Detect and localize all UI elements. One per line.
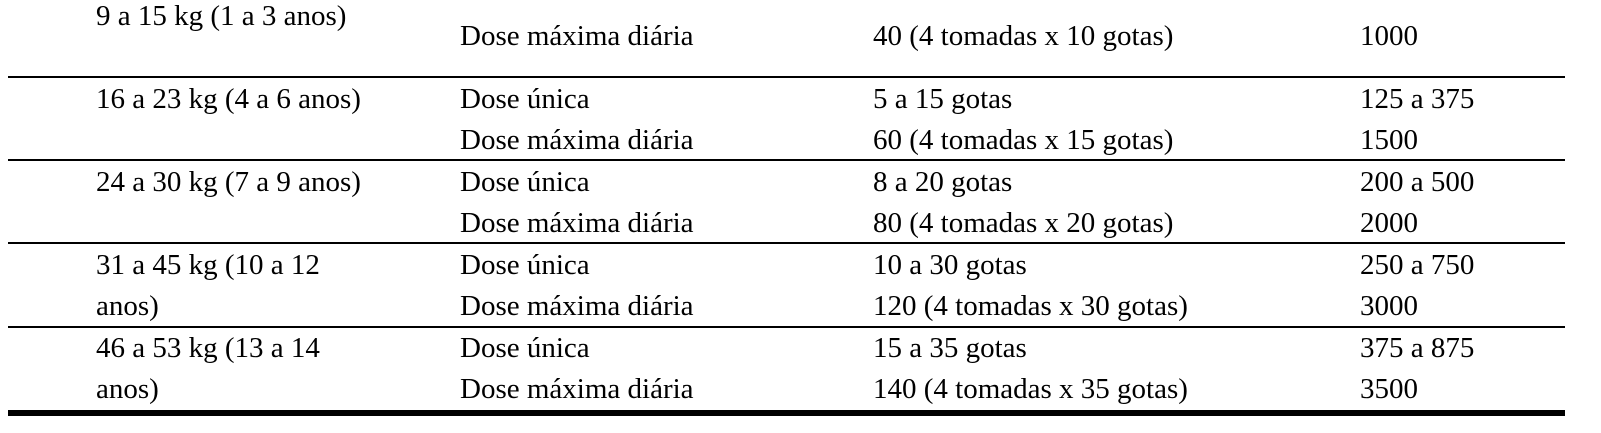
dose-drops: 40 (4 tomadas x 10 gotas) [873, 20, 1174, 52]
dose-type: Dose única [460, 249, 590, 281]
dose-type: Dose única [460, 332, 590, 364]
dose-mg: 1000 [1360, 20, 1418, 52]
dose-type: Dose máxima diária [460, 207, 694, 239]
row-rule [8, 159, 1565, 161]
weight-range: 46 a 53 kg (13 a 14 anos) [96, 332, 320, 405]
dose-drops: 5 a 15 gotas [873, 83, 1013, 115]
weight-range: 16 a 23 kg (4 a 6 anos) [96, 83, 361, 115]
dose-drops: 15 a 35 gotas [873, 332, 1027, 364]
dose-mg: 3000 [1360, 290, 1418, 322]
dose-drops: 80 (4 tomadas x 20 gotas) [873, 207, 1174, 239]
row-rule [8, 76, 1565, 78]
row-rule [8, 326, 1565, 328]
dose-drops: 120 (4 tomadas x 30 gotas) [873, 290, 1188, 322]
row-rule [8, 242, 1565, 244]
dose-mg: 375 a 875 [1360, 332, 1475, 364]
dose-drops: 60 (4 tomadas x 15 gotas) [873, 124, 1174, 156]
weight-range: 31 a 45 kg (10 a 12 anos) [96, 249, 320, 322]
table-bottom-rule [8, 410, 1565, 416]
dose-type: Dose máxima diária [460, 20, 694, 52]
dose-type: Dose máxima diária [460, 290, 694, 322]
dose-mg: 200 a 500 [1360, 166, 1475, 198]
dose-mg: 1500 [1360, 124, 1418, 156]
dose-type: Dose máxima diária [460, 373, 694, 405]
dose-mg: 125 a 375 [1360, 83, 1475, 115]
dose-drops: 140 (4 tomadas x 35 gotas) [873, 373, 1188, 405]
weight-range: 24 a 30 kg (7 a 9 anos) [96, 166, 361, 198]
dose-drops: 8 a 20 gotas [873, 166, 1013, 198]
dose-mg: 2000 [1360, 207, 1418, 239]
dose-mg: 3500 [1360, 373, 1418, 405]
dose-mg: 250 a 750 [1360, 249, 1475, 281]
dose-drops: 10 a 30 gotas [873, 249, 1027, 281]
weight-range: 9 a 15 kg (1 a 3 anos) [96, 0, 347, 32]
dose-type: Dose máxima diária [460, 124, 694, 156]
dose-type: Dose única [460, 83, 590, 115]
dose-type: Dose única [460, 166, 590, 198]
